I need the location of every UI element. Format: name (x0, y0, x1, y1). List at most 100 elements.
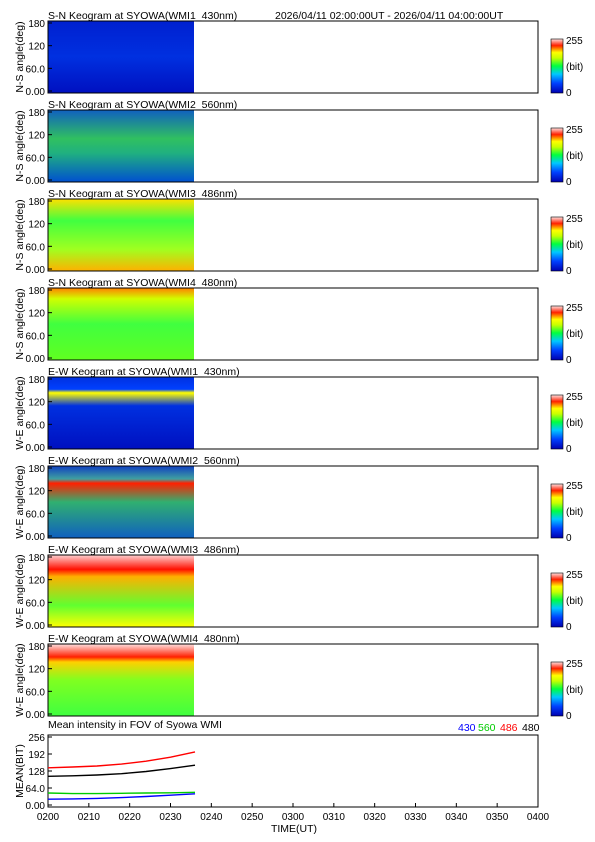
keogram-y-tick-label: 120 (28, 398, 45, 409)
chart-x-tick-label: 0400 (527, 812, 550, 823)
colorbar-unit: (bit) (566, 685, 583, 696)
colorbar-min: 0 (566, 444, 572, 455)
keogram-frame (47, 198, 539, 272)
chart-x-tick-label: 0310 (323, 812, 346, 823)
keogram-panel: S-N Keogram at SYOWA(WMI4_480nm)180 120 60… (14, 277, 583, 366)
keogram-y-tick-label: 120 (28, 487, 45, 498)
keogram-image (48, 377, 194, 449)
keogram-y-tick-label: 120 (28, 576, 45, 587)
colorbar-min: 0 (566, 88, 572, 99)
chart-x-tick-label: 0300 (282, 812, 305, 823)
colorbar-min: 0 (566, 177, 572, 188)
chart-plot-frame (47, 734, 539, 808)
chart-x-tick-label: 0250 (241, 812, 264, 823)
keogram-panels: S-N Keogram at SYOWA(WMI1_430nm)18012060… (14, 10, 583, 722)
keogram-panel: S-N Keogram at SYOWA(WMI2_560nm)180 120 60… (14, 99, 583, 188)
keogram-y-label: W-E angle(deg) (14, 376, 26, 449)
colorbar-min: 0 (566, 355, 572, 366)
keogram-image (48, 288, 194, 360)
keogram-frame (47, 376, 539, 450)
chart-y-tick-label: 0.00 (26, 801, 46, 812)
colorbar-min: 0 (566, 533, 572, 544)
chart-x-ticks: 0200 0210 0220 0230 0240 0250 0300 0310 0320 0330… (37, 803, 550, 823)
keogram-image (48, 199, 194, 271)
chart-x-tick-label: 0330 (404, 812, 427, 823)
chart-x-tick-label: 0230 (159, 812, 182, 823)
keogram-title: E-W Keogram at SYOWA(WMI3_486nm) (48, 544, 240, 556)
keogram-y-tick-label: 0.00 (26, 176, 46, 187)
legend-430: 430 (458, 722, 476, 734)
keogram-y-tick-label: 60.0 (26, 64, 46, 75)
keogram-frame (47, 20, 539, 94)
keogram-y-tick-label: 60.0 (26, 242, 46, 253)
colorbar-max: 255 (566, 214, 583, 225)
colorbar (550, 305, 564, 361)
colorbar-max: 255 (566, 392, 583, 403)
keogram-y-tick-label: 180 (28, 553, 45, 564)
colorbar (550, 127, 564, 183)
keogram-y-tick-label: 60.0 (26, 153, 46, 164)
chart-y-tick-label: 256 (28, 733, 45, 744)
keogram-y-tick-label: 120 (28, 309, 45, 320)
keogram-y-label: W-E angle(deg) (14, 465, 26, 538)
keogram-panel: E-W Keogram at SYOWA(WMI2_560nm)180 120 60… (14, 455, 583, 544)
keogram-y-tick-label: 120 (28, 131, 45, 142)
keogram-y-tick-label: 60.0 (26, 598, 46, 609)
keogram-frame (47, 287, 539, 361)
series-line-560 (47, 791, 196, 795)
keogram-y-tick-label: 180 (28, 286, 45, 297)
keogram-y-tick-label: 120 (28, 220, 45, 231)
legend-480: 480 (522, 722, 540, 734)
keogram-frame (47, 109, 539, 183)
keogram-y-label: W-E angle(deg) (14, 643, 26, 716)
chart-x-tick-label: 0320 (364, 812, 387, 823)
chart-x-tick-label: 0220 (119, 812, 142, 823)
keogram-y-label: N-S angle(deg) (14, 199, 26, 270)
chart-x-tick-label: 0340 (445, 812, 468, 823)
colorbar-unit: (bit) (566, 418, 583, 429)
keogram-title: S-N Keogram at SYOWA(WMI4_480nm) (48, 277, 237, 289)
keogram-y-label: N-S angle(deg) (14, 21, 26, 92)
colorbar-unit: (bit) (566, 596, 583, 607)
chart-x-label: TIME(UT) (271, 823, 317, 835)
colorbar (550, 483, 564, 539)
keogram-title: E-W Keogram at SYOWA(WMI2_560nm) (48, 455, 240, 467)
colorbar-unit: (bit) (566, 240, 583, 251)
keogram-y-tick-label: 60.0 (26, 331, 46, 342)
keogram-y-tick-label: 180 (28, 197, 45, 208)
keogram-y-tick-label: 180 (28, 464, 45, 475)
keogram-image (48, 110, 194, 182)
keogram-y-tick-label: 60.0 (26, 687, 46, 698)
series-line-480 (47, 764, 196, 777)
keogram-panel: S-N Keogram at SYOWA(WMI3_486nm)180 120 60… (14, 188, 583, 277)
colorbar-max: 255 (566, 659, 583, 670)
keogram-panel: E-W Keogram at SYOWA(WMI3_486nm)180 120 60… (14, 544, 583, 633)
colorbar-unit: (bit) (566, 507, 583, 518)
keogram-y-tick-label: 0.00 (26, 532, 46, 543)
keogram-image (48, 21, 194, 93)
chart-x-tick-label: 0350 (486, 812, 509, 823)
colorbar (550, 394, 564, 450)
keogram-y-tick-label: 120 (28, 42, 45, 53)
keogram-frame (47, 465, 539, 539)
keogram-image (48, 555, 194, 627)
keogram-y-tick-label: 180 (28, 19, 45, 30)
series-line-430 (47, 793, 196, 800)
colorbar-max: 255 (566, 570, 583, 581)
keogram-frame (47, 554, 539, 628)
series-line-486 (47, 751, 196, 769)
colorbar-max: 255 (566, 36, 583, 47)
colorbar (550, 572, 564, 628)
keogram-title: S-N Keogram at SYOWA(WMI1_430nm) (48, 10, 237, 22)
keogram-y-tick-label: 0.00 (26, 265, 46, 276)
legend-560: 560 (478, 722, 496, 734)
keogram-image (48, 466, 194, 538)
keogram-image (48, 644, 194, 716)
chart-x-tick-label: 0200 (37, 812, 60, 823)
keogram-y-label: N-S angle(deg) (14, 288, 26, 359)
keogram-y-tick-label: 0.00 (26, 443, 46, 454)
time-range-label: 2026/04/11 02:00:00UT - 2026/04/11 04:00… (275, 10, 504, 22)
mean-intensity-chart: Mean intensity in FOV of Syowa WMI 430 5… (14, 719, 550, 835)
keogram-y-tick-label: 60.0 (26, 420, 46, 431)
colorbar-unit: (bit) (566, 151, 583, 162)
